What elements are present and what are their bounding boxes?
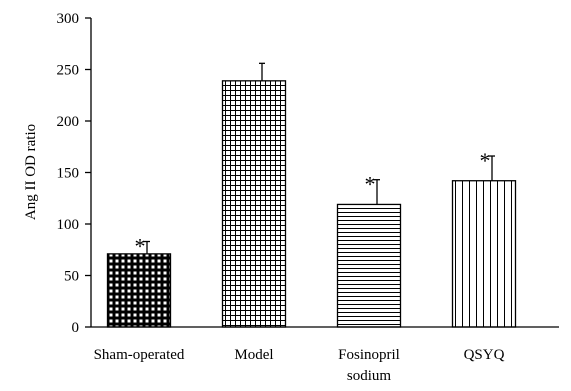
x-category-label: sodium	[347, 368, 392, 384]
x-category-label: Fosinopril	[338, 347, 400, 363]
significance-marker: *	[135, 234, 146, 259]
y-axis-title: Ang II OD ratio	[23, 124, 39, 220]
bars: * * *	[106, 62, 517, 328]
y-tick-label: 150	[57, 166, 80, 182]
bar	[106, 253, 172, 328]
y-axis-ticks: 0 50 100 150 200 250 300	[57, 11, 91, 336]
significance-marker: *	[480, 148, 491, 173]
y-tick-label: 200	[57, 114, 80, 130]
y-tick-label: 0	[72, 320, 80, 336]
y-tick-label: 50	[64, 269, 79, 285]
axes	[90, 18, 559, 328]
bar	[221, 80, 287, 328]
y-tick-label: 100	[57, 217, 80, 233]
x-category-label: Model	[234, 347, 273, 363]
y-tick-label: 300	[57, 11, 80, 27]
x-axis-labels: Sham-operated Model Fosinopril sodium QSYQ	[94, 347, 505, 384]
significance-marker: *	[365, 172, 376, 197]
bar	[451, 180, 517, 328]
y-tick-label: 250	[57, 63, 80, 79]
x-category-label: QSYQ	[464, 347, 505, 363]
bar	[336, 203, 402, 328]
x-category-label: Sham-operated	[94, 347, 185, 363]
